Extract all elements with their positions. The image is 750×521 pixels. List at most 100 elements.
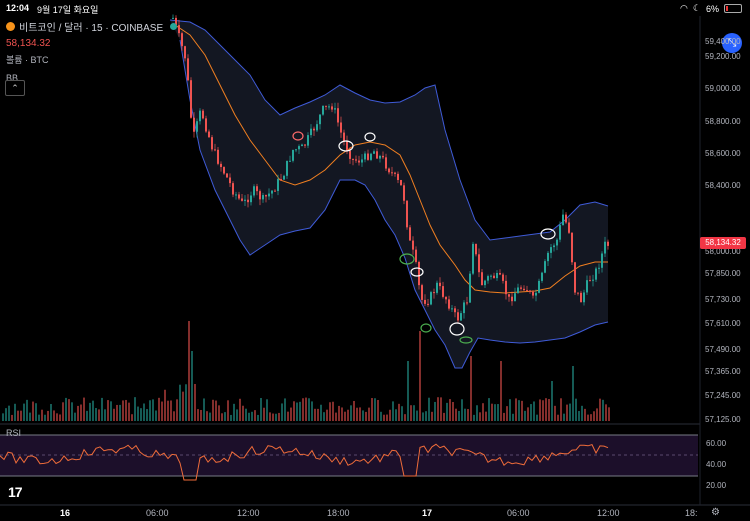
volume-bar	[356, 407, 358, 421]
candle-body	[229, 177, 231, 184]
volume-bar	[158, 397, 160, 421]
price-tick: 57,125.00	[705, 415, 741, 424]
volume-bar	[170, 400, 172, 421]
time-axis[interactable]: 16 06:00 12:00 18:00 17 06:00 12:00 18:	[0, 506, 750, 521]
candle-body	[256, 186, 258, 192]
candle-body	[481, 272, 483, 286]
volume-bar	[62, 402, 64, 421]
volume-bar	[227, 400, 229, 421]
volume-bar	[5, 408, 7, 421]
candle-body	[400, 180, 402, 186]
candle-body	[331, 106, 333, 110]
candle-body	[193, 117, 195, 132]
volume-bar	[467, 409, 469, 421]
volume-bar	[167, 400, 169, 421]
candle-body	[550, 247, 552, 253]
candle-body	[472, 243, 474, 274]
volume-bar	[197, 409, 199, 421]
price-tick: 58,600.00	[705, 149, 741, 158]
volume-bar	[68, 399, 70, 421]
volume-bar	[116, 404, 118, 421]
candle-body	[280, 179, 282, 181]
candle-body	[223, 167, 225, 174]
volume-bar	[533, 401, 535, 421]
bb-legend[interactable]: BB	[6, 73, 19, 83]
volume-bar	[323, 412, 325, 421]
candle-body	[373, 151, 375, 154]
candle-body	[415, 249, 417, 262]
candle-body	[364, 153, 366, 160]
volume-bar	[230, 414, 232, 421]
legend-collapse-button[interactable]: ⌃	[5, 80, 25, 96]
settings-button[interactable]: ⚙	[711, 507, 720, 518]
volume-bar	[548, 398, 550, 421]
candle-body	[190, 80, 192, 118]
candle-body	[553, 245, 555, 248]
volume-bar	[365, 411, 367, 421]
volume-bars	[2, 321, 610, 421]
volume-bar	[299, 401, 301, 421]
volume-bar	[191, 351, 193, 421]
status-right: ◠ ☾ 6%	[680, 3, 742, 14]
volume-bar	[11, 414, 13, 421]
volume-legend[interactable]: 볼륨 · BTC	[6, 55, 49, 65]
candle-body	[187, 58, 189, 81]
volume-bar	[152, 399, 154, 421]
fullscreen-button[interactable]: ⤡	[722, 33, 742, 53]
candle-body	[250, 195, 252, 203]
candle-body	[532, 291, 534, 296]
candle-body	[463, 302, 465, 314]
candle-body	[277, 179, 279, 191]
candle-body	[475, 243, 477, 255]
volume-bar	[350, 405, 352, 421]
volume-bar	[485, 411, 487, 421]
candle-body	[595, 268, 597, 280]
candle-body	[505, 280, 507, 295]
bb-lower-line	[179, 39, 609, 369]
tradingview-logo[interactable]: 17	[8, 484, 23, 500]
candle-body	[271, 190, 273, 194]
status-date: 9월 17일 화요일	[37, 5, 99, 15]
volume-bar	[260, 397, 262, 421]
gear-icon: ⚙	[711, 507, 720, 518]
volume-bar	[524, 410, 526, 421]
candle-body	[421, 285, 423, 300]
candle-body	[262, 195, 264, 200]
volume-bar	[542, 400, 544, 421]
volume-bar	[596, 408, 598, 421]
candle-body	[358, 160, 360, 163]
volume-bar	[269, 412, 271, 421]
candle-body	[217, 149, 219, 164]
symbol-row[interactable]: 비트코인 / 달러 · 15 · COINBASE	[6, 19, 178, 34]
volume-bar	[119, 404, 121, 421]
price-axis[interactable]: 59,400.00 59,200.00 59,000.00 58,800.00 58,…	[700, 16, 750, 426]
volume-bar	[248, 412, 250, 421]
candle-body	[385, 157, 387, 169]
volume-bar	[263, 407, 265, 421]
status-bar: 12:04 9월 17일 화요일 ◠ ☾ 6%	[0, 0, 750, 16]
volume-bar	[377, 400, 379, 421]
rsi-legend[interactable]: RSI	[6, 428, 22, 438]
volume-bar	[110, 401, 112, 421]
bb-basis-line	[174, 24, 608, 294]
candle-body	[292, 149, 294, 161]
volume-bar	[380, 411, 382, 421]
volume-bar	[341, 407, 343, 421]
volume-bar	[14, 403, 16, 421]
price-tick: 57,610.00	[705, 319, 741, 328]
volume-bar	[218, 405, 220, 421]
price-tick: 57,245.00	[705, 391, 741, 400]
volume-bar	[185, 384, 187, 421]
symbol-title[interactable]: 비트코인 / 달러 · 15 · COINBASE	[19, 23, 164, 34]
price-tick: 58,800.00	[705, 117, 741, 126]
volume-bar	[35, 403, 37, 421]
volume-bar	[38, 414, 40, 421]
volume-bar	[554, 405, 556, 421]
candle-body	[220, 163, 222, 168]
volume-bar	[44, 414, 46, 421]
candle-body	[427, 303, 429, 305]
volume-bar	[29, 412, 31, 421]
volume-bar	[296, 402, 298, 421]
price-tick: 59,400.00	[705, 37, 741, 46]
